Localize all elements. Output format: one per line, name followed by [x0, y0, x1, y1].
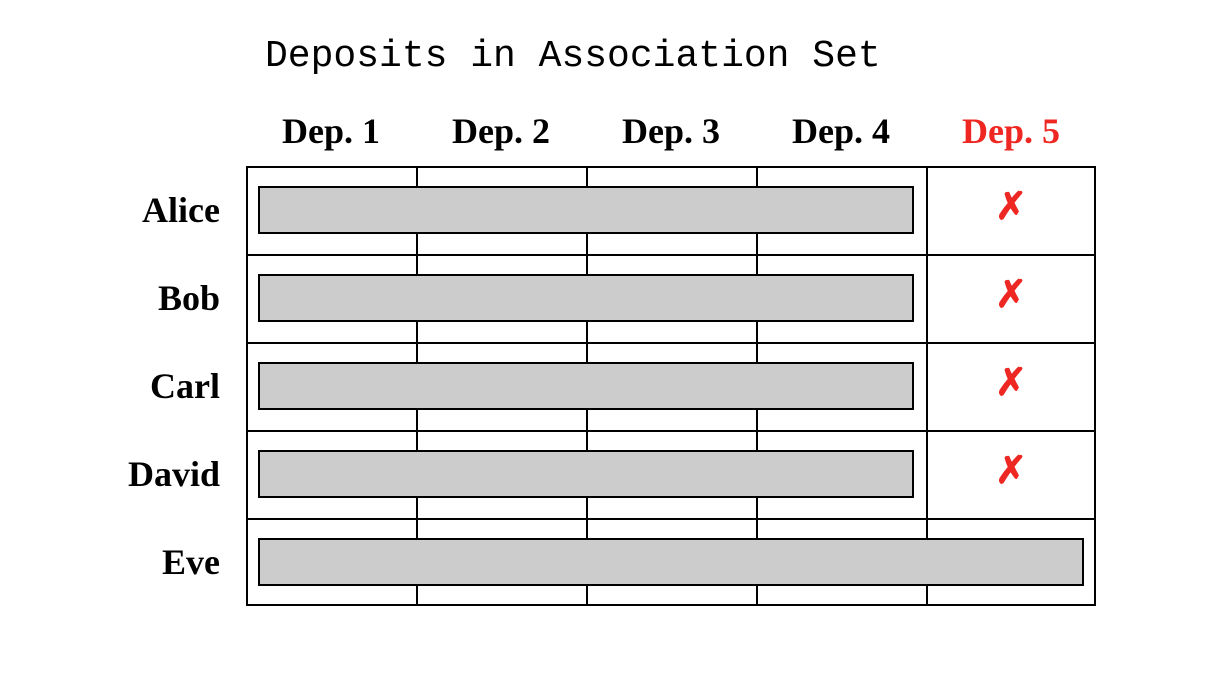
column-header: Dep. 2	[416, 110, 586, 152]
x-mark-icon: ✗	[926, 184, 1096, 229]
grid-hline	[246, 518, 1096, 520]
grid-hline	[246, 166, 1096, 168]
diagram-title: Deposits in Association Set	[265, 35, 881, 78]
row-label: Bob	[60, 277, 220, 319]
x-mark-icon: ✗	[926, 360, 1096, 405]
x-mark-icon: ✗	[926, 448, 1096, 493]
column-header: Dep. 1	[246, 110, 416, 152]
column-header: Dep. 3	[586, 110, 756, 152]
row-label: David	[60, 453, 220, 495]
grid-hline	[246, 430, 1096, 432]
row-label: Eve	[60, 541, 220, 583]
grid-hline	[246, 254, 1096, 256]
x-mark-icon: ✗	[926, 272, 1096, 317]
deposit-bar	[258, 362, 914, 410]
grid-hline	[246, 604, 1096, 606]
grid-vline	[246, 166, 248, 606]
column-header: Dep. 5	[926, 110, 1096, 152]
column-header: Dep. 4	[756, 110, 926, 152]
grid-hline	[246, 342, 1096, 344]
grid: ✗ ✗ ✗ ✗	[246, 166, 1096, 606]
deposit-bar	[258, 186, 914, 234]
deposit-bar	[258, 450, 914, 498]
deposit-bar	[258, 538, 1084, 586]
deposit-bar	[258, 274, 914, 322]
row-label: Carl	[60, 365, 220, 407]
diagram-canvas: Deposits in Association Set Dep. 1Dep. 2…	[0, 0, 1209, 681]
row-label: Alice	[60, 189, 220, 231]
